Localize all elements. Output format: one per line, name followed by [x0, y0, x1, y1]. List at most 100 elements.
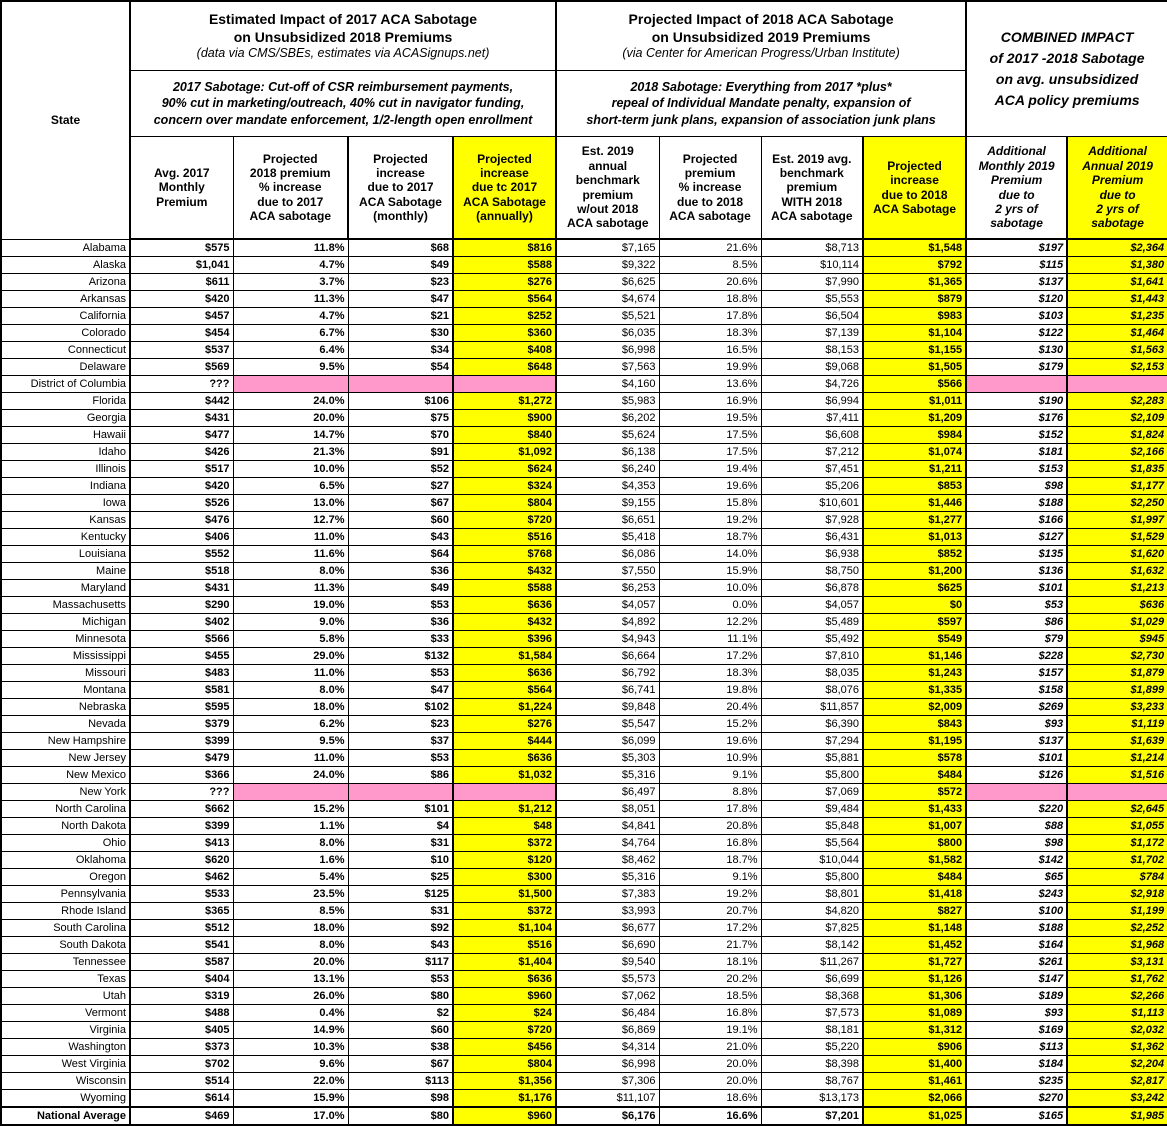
cell-additional-monthly-2019: $53 [965, 596, 1068, 614]
table-row: Utah $319 26.0% $80 $960 $7,062 18.5% $8,368 $1,… [0, 987, 1167, 1005]
state-cell: Minnesota [0, 630, 131, 648]
cell-pct-increase-2018: 16.8% [658, 834, 762, 852]
table-row: Illinois $517 10.0% $52 $624 $6,240 19.4% $7,45… [0, 460, 1167, 478]
table-row: Missouri $483 11.0% $53 $636 $6,792 18.3% $8,03… [0, 664, 1167, 682]
cell-est-2019-benchmark-with: $7,212 [760, 443, 864, 461]
cell-additional-annual-2019: $2,166 [1066, 443, 1167, 461]
cell-additional-annual-2019: $1,213 [1066, 579, 1167, 597]
table-row: Oklahoma $620 1.6% $10 $120 $8,462 18.7% $10,04… [0, 851, 1167, 869]
cell-est-2019-benchmark-without: $6,035 [555, 324, 660, 342]
cell-est-2019-benchmark-without: $4,314 [555, 1038, 660, 1056]
cell-pct-increase-2017: 22.0% [232, 1072, 349, 1090]
cell-pct-increase-2017: 9.0% [232, 613, 349, 631]
cell-avg-2017-monthly-premium: $517 [129, 460, 234, 478]
cell-avg-2017-monthly-premium: $319 [129, 987, 234, 1005]
state-cell: Washington [0, 1038, 131, 1056]
cell-pct-increase-2017: 9.5% [232, 732, 349, 750]
cell-additional-monthly-2019: $269 [965, 698, 1068, 716]
cell-est-2019-benchmark-without: $3,993 [555, 902, 660, 920]
state-cell: New Hampshire [0, 732, 131, 750]
cell-additional-annual-2019: $1,879 [1066, 664, 1167, 682]
cell-increase-2017-monthly: $101 [347, 800, 454, 818]
cell-est-2019-benchmark-without: $6,497 [555, 783, 660, 801]
cell-increase-2017-annual: $396 [451, 630, 557, 648]
cell-increase-2017-annual: $588 [451, 256, 557, 274]
state-cell: Kentucky [0, 528, 131, 546]
cell-additional-monthly-2019: $126 [965, 766, 1068, 784]
cell-est-2019-benchmark-with: $7,139 [760, 324, 864, 342]
state-cell: Alabama [0, 238, 131, 257]
cell-est-2019-benchmark-without: $7,306 [555, 1072, 660, 1090]
cell-est-2019-benchmark-with: $8,076 [760, 681, 864, 699]
cell-additional-annual-2019: $2,918 [1066, 885, 1167, 903]
cell-pct-increase-2017: 10.3% [232, 1038, 349, 1056]
cell-pct-increase-2017: 21.3% [232, 443, 349, 461]
table-row: Alaska $1,041 4.7% $49 $588 $9,322 8.5% $10,114… [0, 256, 1167, 274]
cell-increase-2017-annual: $1,224 [451, 698, 557, 716]
table-row: Texas $404 13.1% $53 $636 $5,573 20.2% $6,699 $1… [0, 970, 1167, 988]
table-row: Connecticut $537 6.4% $34 $408 $6,998 16.5% $8,… [0, 341, 1167, 359]
cell-increase-2017-annual: $516 [451, 528, 557, 546]
cell-est-2019-benchmark-with: $5,800 [760, 868, 864, 886]
table-row: Michigan $402 9.0% $36 $432 $4,892 12.2% $5,489… [0, 613, 1167, 631]
cell-est-2019-benchmark-with: $6,938 [760, 545, 864, 563]
cell-est-2019-benchmark-without: $6,869 [555, 1021, 660, 1039]
cell-additional-monthly-2019: $93 [965, 715, 1068, 733]
cell-increase-2018: $1,306 [862, 987, 967, 1005]
cell-additional-monthly-2019: $122 [965, 324, 1068, 342]
cell-pct-increase-2017 [232, 375, 349, 393]
cell-increase-2017-annual: $48 [451, 817, 557, 835]
cell-est-2019-benchmark-without: $4,353 [555, 477, 660, 495]
cell-avg-2017-monthly-premium: $406 [129, 528, 234, 546]
cell-pct-increase-2018: 19.5% [658, 409, 762, 427]
state-cell: Maryland [0, 579, 131, 597]
cell-additional-annual-2019: $1,620 [1066, 545, 1167, 563]
cell-increase-2017-annual: $444 [451, 732, 557, 750]
cell-increase-2017-monthly: $92 [347, 919, 454, 937]
state-cell: New York [0, 783, 131, 801]
cell-additional-annual-2019: $1,172 [1066, 834, 1167, 852]
cell-additional-annual-2019: $1,199 [1066, 902, 1167, 920]
cell-increase-2018: $1,104 [862, 324, 967, 342]
cell-est-2019-benchmark-with: $4,726 [760, 375, 864, 393]
cell-est-2019-benchmark-with: $8,153 [760, 341, 864, 359]
table-row: Oregon $462 5.4% $25 $300 $5,316 9.1% $5,800 $48… [0, 868, 1167, 886]
cell-additional-monthly-2019: $261 [965, 953, 1068, 971]
cell-increase-2018: $1,011 [862, 392, 967, 410]
cell-est-2019-benchmark-without: $5,983 [555, 392, 660, 410]
cell-increase-2017-annual: $1,404 [451, 953, 557, 971]
cell-increase-2017-monthly: $68 [347, 238, 454, 257]
cell-avg-2017-monthly-premium: $420 [129, 290, 234, 308]
state-cell: Arkansas [0, 290, 131, 308]
cell-pct-increase-2018: 19.9% [658, 358, 762, 376]
column-header-increase-2017-annual: Projected increase due tc 2017 ACA Sabot… [451, 136, 557, 240]
cell-increase-2018: $1,025 [862, 1106, 967, 1126]
cell-pct-increase-2017: 24.0% [232, 392, 349, 410]
cell-pct-increase-2018: 8.5% [658, 256, 762, 274]
cell-est-2019-benchmark-without: $6,664 [555, 647, 660, 665]
cell-pct-increase-2017: 11.3% [232, 290, 349, 308]
cell-pct-increase-2018: 18.7% [658, 851, 762, 869]
cell-increase-2017-monthly: $49 [347, 579, 454, 597]
cell-increase-2017-annual: $372 [451, 834, 557, 852]
cell-est-2019-benchmark-with: $7,069 [760, 783, 864, 801]
cell-est-2019-benchmark-without: $5,316 [555, 868, 660, 886]
cell-est-2019-benchmark-without: $9,322 [555, 256, 660, 274]
cell-additional-monthly-2019: $190 [965, 392, 1068, 410]
cell-additional-monthly-2019: $157 [965, 664, 1068, 682]
group1-header: Estimated Impact of 2017 ACA Sabotage on… [128, 0, 557, 71]
cell-pct-increase-2018: 10.9% [658, 749, 762, 767]
cell-est-2019-benchmark-with: $7,928 [760, 511, 864, 529]
cell-increase-2017-annual: $636 [451, 749, 557, 767]
cell-additional-monthly-2019: $101 [965, 749, 1068, 767]
state-cell: Nevada [0, 715, 131, 733]
cell-increase-2017-monthly: $47 [347, 681, 454, 699]
cell-avg-2017-monthly-premium: $462 [129, 868, 234, 886]
state-cell: South Carolina [0, 919, 131, 937]
cell-increase-2017-monthly: $4 [347, 817, 454, 835]
cell-avg-2017-monthly-premium: $479 [129, 749, 234, 767]
cell-increase-2018: $852 [862, 545, 967, 563]
cell-est-2019-benchmark-without: $6,202 [555, 409, 660, 427]
state-cell: Rhode Island [0, 902, 131, 920]
table-row: Washington $373 10.3% $38 $456 $4,314 21.0% $5,… [0, 1038, 1167, 1056]
